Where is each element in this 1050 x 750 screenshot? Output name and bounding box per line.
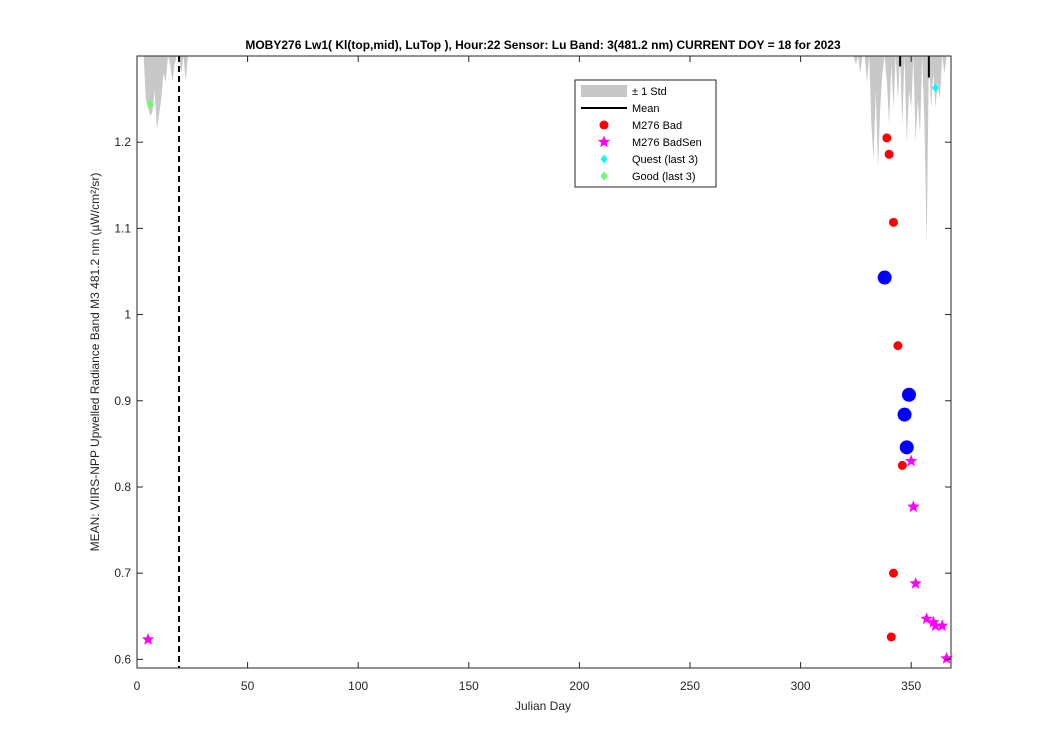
data-point bbox=[936, 619, 949, 631]
data-point bbox=[909, 577, 922, 589]
data-point bbox=[884, 149, 894, 159]
y-tick-label: 0.6 bbox=[114, 652, 131, 666]
data-point bbox=[907, 500, 920, 513]
legend-label: ± 1 Std bbox=[632, 86, 667, 98]
data-point bbox=[901, 387, 916, 402]
x-tick-label: 350 bbox=[901, 679, 921, 693]
data-point bbox=[882, 133, 892, 143]
legend-label: Good (last 3) bbox=[632, 171, 696, 183]
x-tick-label: 300 bbox=[791, 679, 811, 693]
legend-item: Quest (last 3) bbox=[600, 154, 698, 166]
y-tick-label: 1 bbox=[124, 308, 131, 322]
y-tick-label: 0.9 bbox=[114, 394, 131, 408]
x-tick-label: 150 bbox=[459, 679, 479, 693]
legend-marker bbox=[600, 171, 608, 181]
data-points-layer bbox=[141, 83, 953, 664]
data-point bbox=[929, 619, 942, 631]
x-axis-label: Julian Day bbox=[515, 699, 571, 713]
std-band-right bbox=[853, 56, 947, 246]
data-point bbox=[932, 83, 940, 93]
data-point bbox=[888, 568, 898, 578]
legend-marker bbox=[599, 120, 609, 130]
y-tick-label: 1.2 bbox=[114, 135, 131, 149]
x-tick-label: 100 bbox=[348, 679, 368, 693]
y-tick-label: 0.7 bbox=[114, 566, 131, 580]
legend: ± 1 Std Mean M276 Bad M276 BadSen Quest (las… bbox=[574, 79, 717, 188]
data-point bbox=[893, 341, 903, 351]
legend-item: ± 1 Std bbox=[581, 85, 667, 98]
axes-layer bbox=[136, 55, 952, 669]
legend-marker bbox=[600, 154, 608, 164]
x-tick-label: 50 bbox=[241, 679, 255, 693]
legend-marker bbox=[597, 135, 611, 148]
mean-line-layer bbox=[899, 56, 930, 78]
legend-label: M276 BadSen bbox=[632, 137, 702, 149]
std-band-layer bbox=[143, 56, 947, 246]
x-tick-label: 0 bbox=[134, 679, 141, 693]
legend-label: M276 Bad bbox=[632, 120, 682, 132]
x-tick-label: 250 bbox=[680, 679, 700, 693]
legend-item: Mean bbox=[581, 103, 660, 115]
legend-item: M276 BadSen bbox=[597, 135, 702, 149]
data-point bbox=[899, 440, 914, 455]
std-band-left bbox=[143, 56, 191, 130]
data-point bbox=[897, 407, 912, 422]
y-tick-label: 0.8 bbox=[114, 480, 131, 494]
data-point bbox=[888, 217, 898, 227]
data-point bbox=[940, 652, 953, 664]
legend-item: Good (last 3) bbox=[600, 171, 696, 183]
data-point bbox=[886, 632, 896, 642]
data-point bbox=[920, 612, 933, 625]
y-axis-label: MEAN: VIIRS-NPP Upwelled Radiance Band M… bbox=[88, 173, 102, 552]
data-point bbox=[905, 454, 918, 467]
x-tick-label: 200 bbox=[569, 679, 589, 693]
legend-band-swatch bbox=[581, 85, 627, 97]
x-tick-layer: 0 50 100 150 200 250 300 350 bbox=[134, 56, 922, 693]
data-point bbox=[877, 270, 892, 285]
y-tick-layer: 0.6 0.7 0.8 0.9 1 1.1 1.2 bbox=[114, 135, 951, 666]
axes-box bbox=[136, 55, 952, 669]
legend-box bbox=[574, 79, 717, 188]
data-point bbox=[146, 99, 154, 109]
data-point bbox=[927, 615, 940, 628]
plot-area bbox=[137, 56, 951, 668]
chart-title: MOBY276 Lw1( Kl(top,mid), LuTop ), Hour:… bbox=[245, 38, 841, 52]
legend-label: Quest (last 3) bbox=[632, 154, 698, 166]
y-tick-label: 1.1 bbox=[114, 221, 131, 235]
legend-label: Mean bbox=[632, 103, 660, 115]
legend-item: M276 Bad bbox=[599, 120, 682, 132]
data-point bbox=[141, 633, 155, 645]
data-point bbox=[897, 460, 907, 470]
